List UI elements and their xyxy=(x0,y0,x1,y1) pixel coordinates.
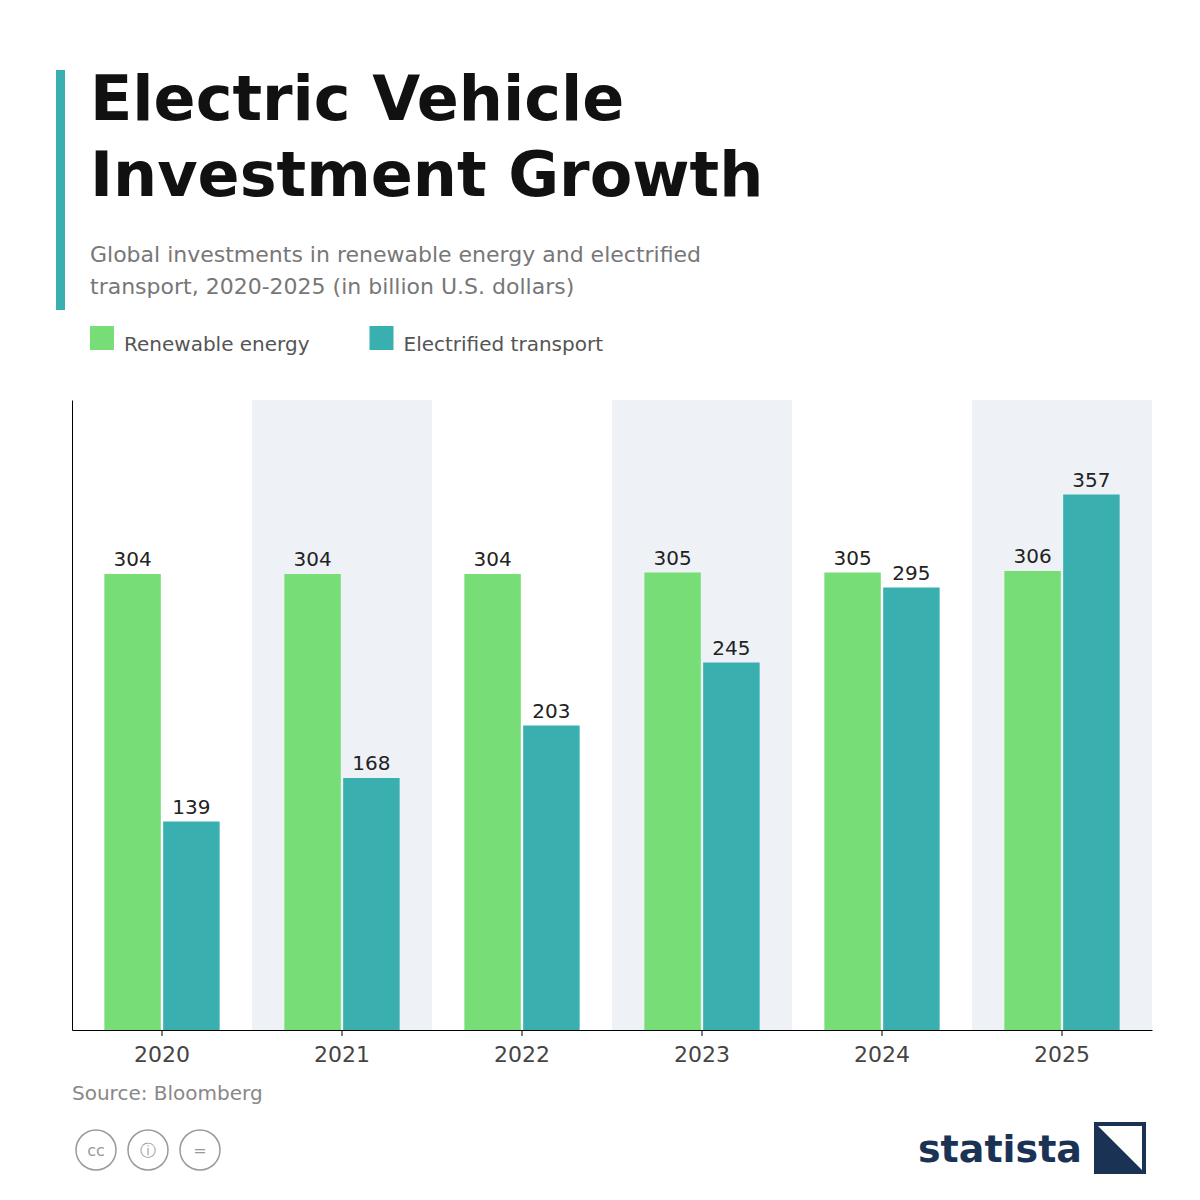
band-shade xyxy=(612,400,792,1030)
subtitle-line: transport, 2020-2025 (in billion U.S. do… xyxy=(90,274,574,299)
x-tick-label: 2022 xyxy=(494,1042,550,1067)
bar xyxy=(644,573,700,1031)
data-label: 305 xyxy=(833,546,871,570)
data-label: 245 xyxy=(712,636,750,660)
y-axis xyxy=(72,401,73,1031)
brand: statista xyxy=(918,1127,1082,1171)
license-label: cc xyxy=(87,1141,105,1160)
data-label: 306 xyxy=(1013,544,1051,568)
legend-label: Renewable energy xyxy=(124,332,310,356)
series-bars xyxy=(104,571,1060,1030)
bar xyxy=(1063,495,1119,1031)
y-axis-line xyxy=(72,401,73,1031)
x-tick-label: 2024 xyxy=(854,1042,910,1067)
data-label: 168 xyxy=(352,751,390,775)
subtitle-line: Global investments in renewable energy a… xyxy=(90,242,701,267)
brand-logo-mark xyxy=(1098,1126,1142,1170)
title-line: Investment Growth xyxy=(90,138,763,211)
x-tick-mark xyxy=(342,1030,343,1036)
x-tick-label: 2021 xyxy=(314,1042,370,1067)
bar xyxy=(1004,571,1060,1030)
x-tick-mark xyxy=(882,1030,883,1036)
license-label: = xyxy=(193,1141,206,1160)
legend-swatch xyxy=(370,326,394,350)
x-axis-line xyxy=(73,1030,1153,1031)
band-shade xyxy=(972,400,1152,1030)
data-label: 305 xyxy=(653,546,691,570)
bar xyxy=(343,778,399,1030)
bar xyxy=(464,574,520,1030)
x-tick: 2020 xyxy=(134,1030,190,1067)
data-label: 295 xyxy=(892,561,930,585)
license-label: ⓘ xyxy=(140,1141,156,1160)
bar xyxy=(523,726,579,1031)
data-label: 304 xyxy=(293,547,331,571)
data-label: 304 xyxy=(113,547,151,571)
x-tick-label: 2020 xyxy=(134,1042,190,1067)
bar xyxy=(104,574,160,1030)
x-tick-mark xyxy=(162,1030,163,1036)
title: Electric VehicleInvestment Growth xyxy=(90,62,763,211)
x-tick: 2025 xyxy=(1034,1030,1090,1067)
x-tick: 2021 xyxy=(314,1030,370,1067)
series-bars xyxy=(163,495,1119,1031)
x-tick-mark xyxy=(1062,1030,1063,1036)
bar xyxy=(284,574,340,1030)
legend-swatch xyxy=(90,326,114,350)
x-tick: 2024 xyxy=(854,1030,910,1067)
license-icon xyxy=(180,1130,220,1170)
data-label: 139 xyxy=(172,795,210,819)
source: Source: Bloomberg xyxy=(72,1081,263,1105)
legend-item: Electrified transport xyxy=(370,326,604,356)
subtitle: Global investments in renewable energy a… xyxy=(90,242,701,299)
legend-item: Renewable energy xyxy=(90,326,310,356)
x-tick-mark xyxy=(702,1030,703,1036)
bar xyxy=(703,663,759,1031)
x-tick-mark xyxy=(522,1030,523,1036)
license-icon xyxy=(76,1130,116,1170)
data-label: 304 xyxy=(473,547,511,571)
bar xyxy=(883,588,939,1031)
bar xyxy=(163,822,219,1031)
data-label: 357 xyxy=(1072,468,1110,492)
plot-area xyxy=(104,400,1152,1030)
legend: Renewable energy Electrified transport xyxy=(90,326,603,356)
x-tick: 2022 xyxy=(494,1030,550,1067)
chart-svg: Electric VehicleInvestment Growth Global … xyxy=(0,0,1200,1200)
title-line: Electric Vehicle xyxy=(90,62,624,135)
x-tick-label: 2023 xyxy=(674,1042,730,1067)
accent-bar xyxy=(56,70,65,310)
data-labels: 304 304 304 305 305 306 139 168 203 245 295 357 xyxy=(113,468,1110,819)
band-shade xyxy=(252,400,432,1030)
legend-label: Electrified transport xyxy=(404,332,604,356)
data-label: 203 xyxy=(532,699,570,723)
x-tick-label: 2025 xyxy=(1034,1042,1090,1067)
license-icon xyxy=(128,1130,168,1170)
x-tick: 2023 xyxy=(674,1030,730,1067)
x-axis: 2020 2021 2022 2023 2024 2025 xyxy=(73,1030,1153,1067)
brand-logo xyxy=(1094,1122,1146,1174)
bar xyxy=(824,573,880,1031)
